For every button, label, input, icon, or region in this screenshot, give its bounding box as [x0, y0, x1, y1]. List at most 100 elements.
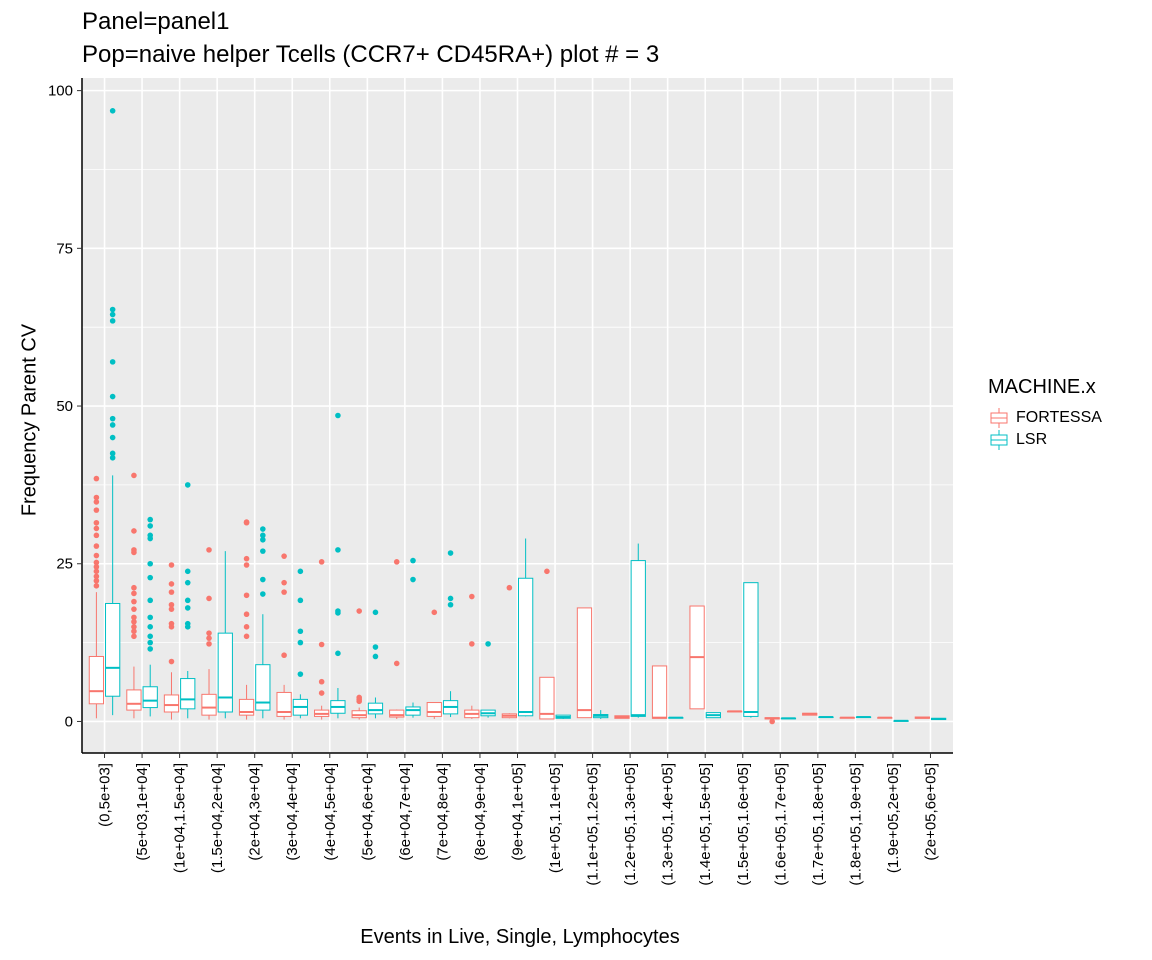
legend: MACHINE.x FORTESSA LSR [988, 376, 1102, 451]
outlier-point-fortessa [356, 694, 362, 701]
legend-key-lsr [990, 430, 1008, 450]
outlier-point-fortessa [131, 628, 137, 635]
outlier-point-fortessa [206, 547, 212, 553]
outlier-point-fortessa [393, 660, 400, 667]
x-tick-label: (8e+04,9e+04] [472, 763, 489, 861]
x-tick-label: (3e+04,4e+04] [284, 763, 301, 861]
outlier-point-fortessa [281, 589, 287, 595]
outlier-point-fortessa [281, 579, 287, 586]
outlier-point-fortessa [318, 690, 325, 696]
outlier-point-fortessa [93, 573, 100, 580]
outlier-point-lsr [147, 624, 154, 630]
box-lsr [367, 702, 384, 715]
outlier-point-fortessa [131, 528, 137, 534]
x-tick-label: (2e+05,6e+05] [922, 763, 939, 861]
x-tick-label: (5e+03,1e+04] [134, 763, 151, 861]
outlier-point-fortessa [93, 507, 100, 513]
outlier-point-lsr [260, 532, 266, 539]
legend-item-fortessa: FORTESSA [988, 407, 1102, 429]
outlier-point-lsr [260, 591, 266, 597]
legend-label-lsr: LSR [1016, 431, 1048, 448]
outlier-point-fortessa [243, 611, 250, 618]
y-axis-label: Frequency Parent CV [18, 323, 41, 517]
outlier-point-fortessa [131, 590, 137, 597]
outlier-point-lsr [260, 536, 266, 543]
outlier-point-lsr [147, 646, 154, 652]
y-tick-label: 75 [56, 240, 73, 257]
box-fortessa [576, 607, 593, 719]
outlier-point-fortessa [93, 577, 100, 584]
box-lsr [217, 632, 233, 713]
outlier-point-fortessa [131, 633, 137, 640]
outlier-point-fortessa [93, 559, 100, 566]
box-lsr [630, 560, 646, 717]
outlier-point-fortessa [168, 562, 175, 568]
outlier-point-lsr [297, 671, 304, 677]
outlier-point-lsr [410, 557, 416, 564]
x-tick-label: (1e+05,1.1e+05] [547, 763, 564, 873]
x-tick-label: (1.1e+05,1.2e+05] [585, 763, 602, 886]
outlier-point-lsr [335, 547, 341, 553]
outlier-point-fortessa [93, 532, 100, 539]
outlier-point-fortessa [206, 630, 212, 636]
outlier-point-lsr [147, 560, 154, 567]
outlier-point-lsr [335, 650, 341, 657]
outlier-point-fortessa [168, 606, 175, 612]
outlier-point-fortessa [168, 589, 175, 595]
outlier-point-lsr [485, 641, 491, 647]
box-fortessa [126, 689, 142, 711]
outlier-point-fortessa [131, 618, 137, 625]
y-tick-label: 25 [56, 556, 73, 573]
outlier-point-fortessa [131, 598, 137, 605]
outlier-point-fortessa [93, 564, 100, 570]
y-tick-label: 0 [65, 713, 73, 730]
x-tick-label: (1e+04,1.5e+04] [172, 763, 189, 873]
outlier-point-lsr [109, 311, 116, 318]
outlier-point-lsr [109, 318, 116, 324]
outlier-point-lsr [109, 415, 116, 422]
outlier-point-fortessa [93, 543, 100, 549]
outlier-point-fortessa [131, 584, 137, 591]
outlier-point-fortessa [281, 553, 287, 559]
outlier-point-fortessa [281, 652, 287, 659]
legend-label-fortessa: FORTESSA [1016, 409, 1102, 426]
outlier-point-lsr [109, 393, 116, 400]
outlier-point-fortessa [243, 633, 250, 640]
outlier-point-lsr [372, 609, 379, 616]
outlier-point-fortessa [93, 525, 100, 532]
outlier-point-fortessa [206, 635, 212, 641]
outlier-point-lsr [184, 482, 191, 488]
outlier-point-fortessa [93, 552, 100, 559]
outlier-point-lsr [147, 633, 154, 640]
x-tick-label: (0,5e+03] [97, 763, 114, 827]
box-lsr [255, 664, 271, 711]
outlier-point-fortessa [206, 595, 212, 602]
y-tick-label: 100 [48, 83, 73, 100]
x-tick-label: (6e+04,7e+04] [397, 763, 414, 861]
outlier-point-fortessa [243, 562, 250, 568]
outlier-point-fortessa [131, 624, 137, 630]
outlier-point-fortessa [243, 519, 250, 525]
box-fortessa [539, 676, 555, 720]
box-fortessa [163, 694, 180, 713]
outlier-point-lsr [147, 614, 154, 621]
outlier-point-fortessa [131, 614, 137, 621]
box-lsr [518, 577, 534, 717]
outlier-point-fortessa [206, 641, 212, 647]
x-tick-label: (1.9e+05,2e+05] [885, 763, 902, 873]
outlier-point-lsr [372, 644, 379, 650]
box-fortessa [201, 693, 217, 716]
outlier-point-lsr [184, 568, 191, 575]
x-tick-label: (1.5e+04,2e+04] [209, 763, 226, 873]
outlier-point-lsr [109, 454, 116, 461]
outlier-point-lsr [184, 605, 191, 611]
x-tick-label: (5e+04,6e+04] [359, 763, 376, 861]
chart-subtitle: Pop=naive helper Tcells (CCR7+ CD45RA+) … [82, 41, 660, 68]
outlier-point-lsr [184, 579, 191, 586]
outlier-point-lsr [260, 526, 266, 532]
x-tick-label: (1.3e+05,1.4e+05] [660, 763, 677, 886]
outlier-point-lsr [147, 523, 154, 529]
outlier-point-fortessa [131, 606, 137, 612]
outlier-point-lsr [297, 639, 304, 646]
box-lsr [743, 582, 759, 717]
